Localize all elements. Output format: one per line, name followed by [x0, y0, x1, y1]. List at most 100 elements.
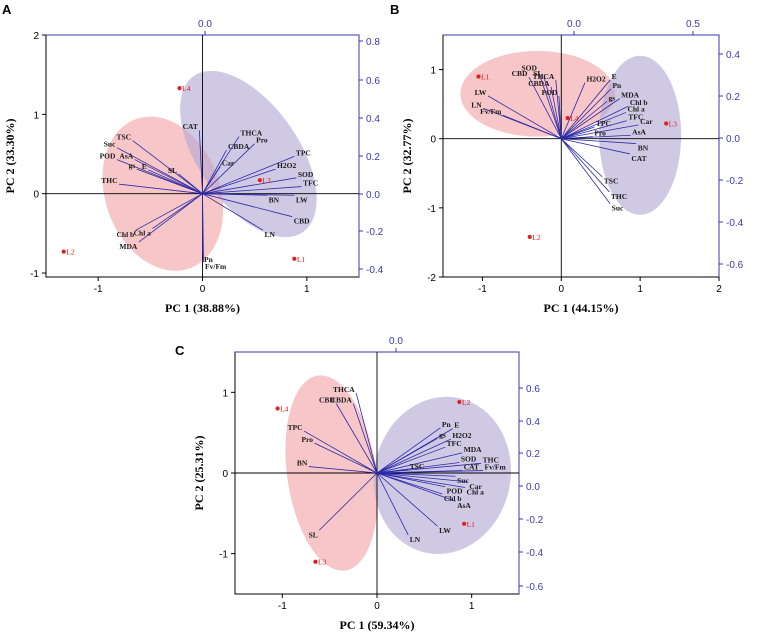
loading-vector-fv-fm — [502, 114, 562, 140]
loading-label-chl-a: Chl a — [467, 488, 485, 497]
loading-vector-ln — [376, 472, 409, 536]
loading-label-bn: BN — [638, 144, 649, 153]
loading-vector-sl — [543, 77, 562, 139]
loading-label-fv-fm: Fv/Fm — [485, 463, 507, 472]
loading-label-cbda: CBDA — [331, 396, 353, 405]
loading-label-thca: THCA — [241, 129, 263, 138]
loading-label-bn: BN — [297, 459, 308, 468]
x-tick-label: 2 — [716, 284, 722, 295]
observation-label-l4: L4 — [570, 114, 579, 123]
right-tick-label: 0.4 — [366, 114, 380, 125]
loading-label-car: Car — [640, 117, 653, 126]
loading-vector-pro — [202, 143, 255, 194]
loading-label-mda: MDA — [119, 242, 137, 251]
observation-label-l2: L2 — [532, 233, 541, 242]
y-tick-label: 0 — [222, 469, 228, 480]
loading-vector-sl — [178, 173, 203, 194]
loading-vector-gs — [136, 168, 203, 195]
right-tick-label: 0.6 — [366, 76, 380, 87]
loading-vector-car — [202, 166, 221, 194]
observation-point-l2 — [527, 234, 532, 239]
loading-vector-lw — [487, 95, 562, 140]
loading-label-car: Car — [222, 159, 235, 168]
x-axis-title: PC 1 (44.15%) — [544, 301, 619, 315]
loading-label-suc: Suc — [104, 140, 116, 149]
observation-point-l1 — [476, 74, 481, 79]
loading-label-thc: THC — [101, 176, 117, 185]
y-tick-label: 0 — [33, 190, 39, 201]
loading-vector-e — [560, 79, 611, 139]
loading-vector-tpc — [303, 430, 378, 474]
loading-label-asa: AsA — [119, 152, 133, 161]
loading-label-cat: CAT — [631, 154, 646, 163]
confidence-ellipse-purple — [599, 55, 682, 215]
right-tick-label: 0.2 — [726, 92, 740, 103]
right-tick-label: 0.4 — [526, 417, 540, 428]
y-tick-label: -1 — [30, 269, 39, 280]
loading-label-mda: MDA — [464, 445, 482, 454]
loading-vector-fv-fm — [202, 193, 204, 262]
observation-point-l1 — [292, 256, 297, 261]
loading-vector-tsc — [132, 140, 203, 195]
loading-label-tsc: TSC — [410, 462, 425, 471]
loading-vector-tsc — [376, 469, 409, 474]
observation-label-l4: L4 — [280, 404, 289, 413]
loading-label-pro: Pro — [256, 136, 268, 145]
loading-label-tfc: TFC — [303, 179, 318, 188]
loading-label-cat: CAT — [464, 463, 479, 472]
observation-label-l1: L1 — [467, 520, 476, 529]
right-tick-label: -0.4 — [526, 548, 544, 559]
loading-label-sl: SL — [309, 530, 318, 539]
loading-vector-mda — [376, 452, 463, 474]
loading-label-h2o2: H2O2 — [452, 431, 471, 440]
loading-vector-gs — [376, 437, 438, 474]
loading-vector-sod — [538, 71, 562, 139]
loading-vector-thca — [355, 393, 378, 474]
loading-label-sod: SOD — [298, 170, 314, 179]
right-tick-label: 0.2 — [526, 449, 540, 460]
observation-point-l3 — [257, 178, 262, 183]
x-tick-label: -1 — [94, 284, 103, 295]
loading-label-asa: AsA — [632, 127, 646, 136]
loading-vector-asa — [561, 134, 631, 140]
loading-vector-tfc — [561, 120, 627, 140]
loading-vector-cbda — [550, 86, 562, 139]
loading-label-cbd: CBD — [512, 69, 528, 78]
loading-vector-cbda — [202, 149, 227, 194]
loading-vector-thc — [118, 183, 203, 195]
right-tick-label: -0.2 — [366, 227, 384, 238]
loading-vector-pod — [376, 472, 446, 488]
loading-label-lw: LW — [296, 195, 308, 204]
loading-vector-suc — [376, 472, 456, 477]
loading-label-h2o2: H2O2 — [586, 75, 605, 84]
right-tick-label: -0.2 — [526, 515, 544, 526]
loading-label-pod: POD — [447, 487, 463, 496]
observation-label-l4: L4 — [182, 84, 191, 93]
loading-vector-chl-b — [561, 105, 629, 140]
loading-label-lw: LW — [439, 526, 451, 535]
loading-vector-cbda — [352, 403, 378, 474]
loading-label-tpc: TPC — [288, 423, 303, 432]
loading-label-suc: Suc — [612, 204, 624, 213]
loading-vector-gs — [561, 101, 608, 140]
loading-label-sod: SOD — [521, 64, 537, 73]
loading-vector-chl-a — [376, 472, 466, 488]
y-tick-label: 0 — [430, 135, 436, 146]
loading-label-ln: LN — [265, 230, 276, 239]
loading-vector-sl — [318, 472, 378, 531]
observation-label-l1: L1 — [481, 72, 490, 81]
observation-label-l3: L3 — [669, 120, 678, 129]
observation-point-l1 — [461, 521, 467, 526]
loading-vector-suc — [116, 147, 203, 195]
right-tick-label: 0.0 — [726, 134, 740, 145]
confidence-ellipse-purple — [180, 70, 317, 238]
loading-label-tpc: TPC — [596, 119, 611, 128]
loading-label-ln: LN — [410, 535, 421, 544]
x-tick-label: -1 — [278, 601, 287, 612]
y-tick-label: -1 — [427, 204, 436, 215]
loading-label-e: E — [142, 162, 147, 171]
observation-point-l3 — [313, 559, 318, 564]
loading-label-chl-b: Chl b — [117, 230, 135, 239]
loading-label-cbd: CBD — [319, 396, 335, 405]
